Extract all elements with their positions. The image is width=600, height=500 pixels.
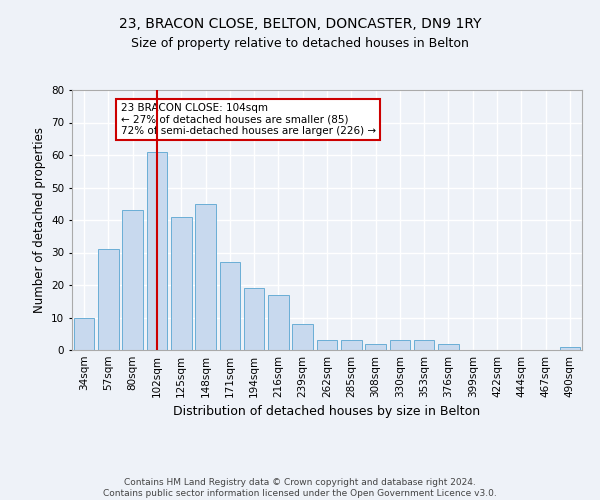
Text: Contains HM Land Registry data © Crown copyright and database right 2024.
Contai: Contains HM Land Registry data © Crown c… (103, 478, 497, 498)
Bar (195, 204, 216, 350)
Bar (414, 340, 434, 350)
Bar (244, 288, 265, 350)
Text: 23, BRACON CLOSE, BELTON, DONCASTER, DN9 1RY: 23, BRACON CLOSE, BELTON, DONCASTER, DN9… (119, 18, 481, 32)
Text: Size of property relative to detached houses in Belton: Size of property relative to detached ho… (131, 38, 469, 51)
X-axis label: Distribution of detached houses by size in Belton: Distribution of detached houses by size … (173, 406, 481, 418)
Bar (146, 152, 167, 350)
Bar (220, 262, 240, 350)
Bar (122, 210, 143, 350)
Bar (438, 344, 459, 350)
Bar (389, 340, 410, 350)
Bar (365, 344, 386, 350)
Bar (317, 340, 337, 350)
Bar (171, 217, 191, 350)
Text: 23 BRACON CLOSE: 104sqm
← 27% of detached houses are smaller (85)
72% of semi-de: 23 BRACON CLOSE: 104sqm ← 27% of detache… (121, 103, 376, 136)
Bar (341, 340, 362, 350)
Bar (74, 318, 94, 350)
Bar (98, 250, 119, 350)
Bar (560, 347, 580, 350)
Bar (292, 324, 313, 350)
Bar (268, 295, 289, 350)
Y-axis label: Number of detached properties: Number of detached properties (32, 127, 46, 313)
